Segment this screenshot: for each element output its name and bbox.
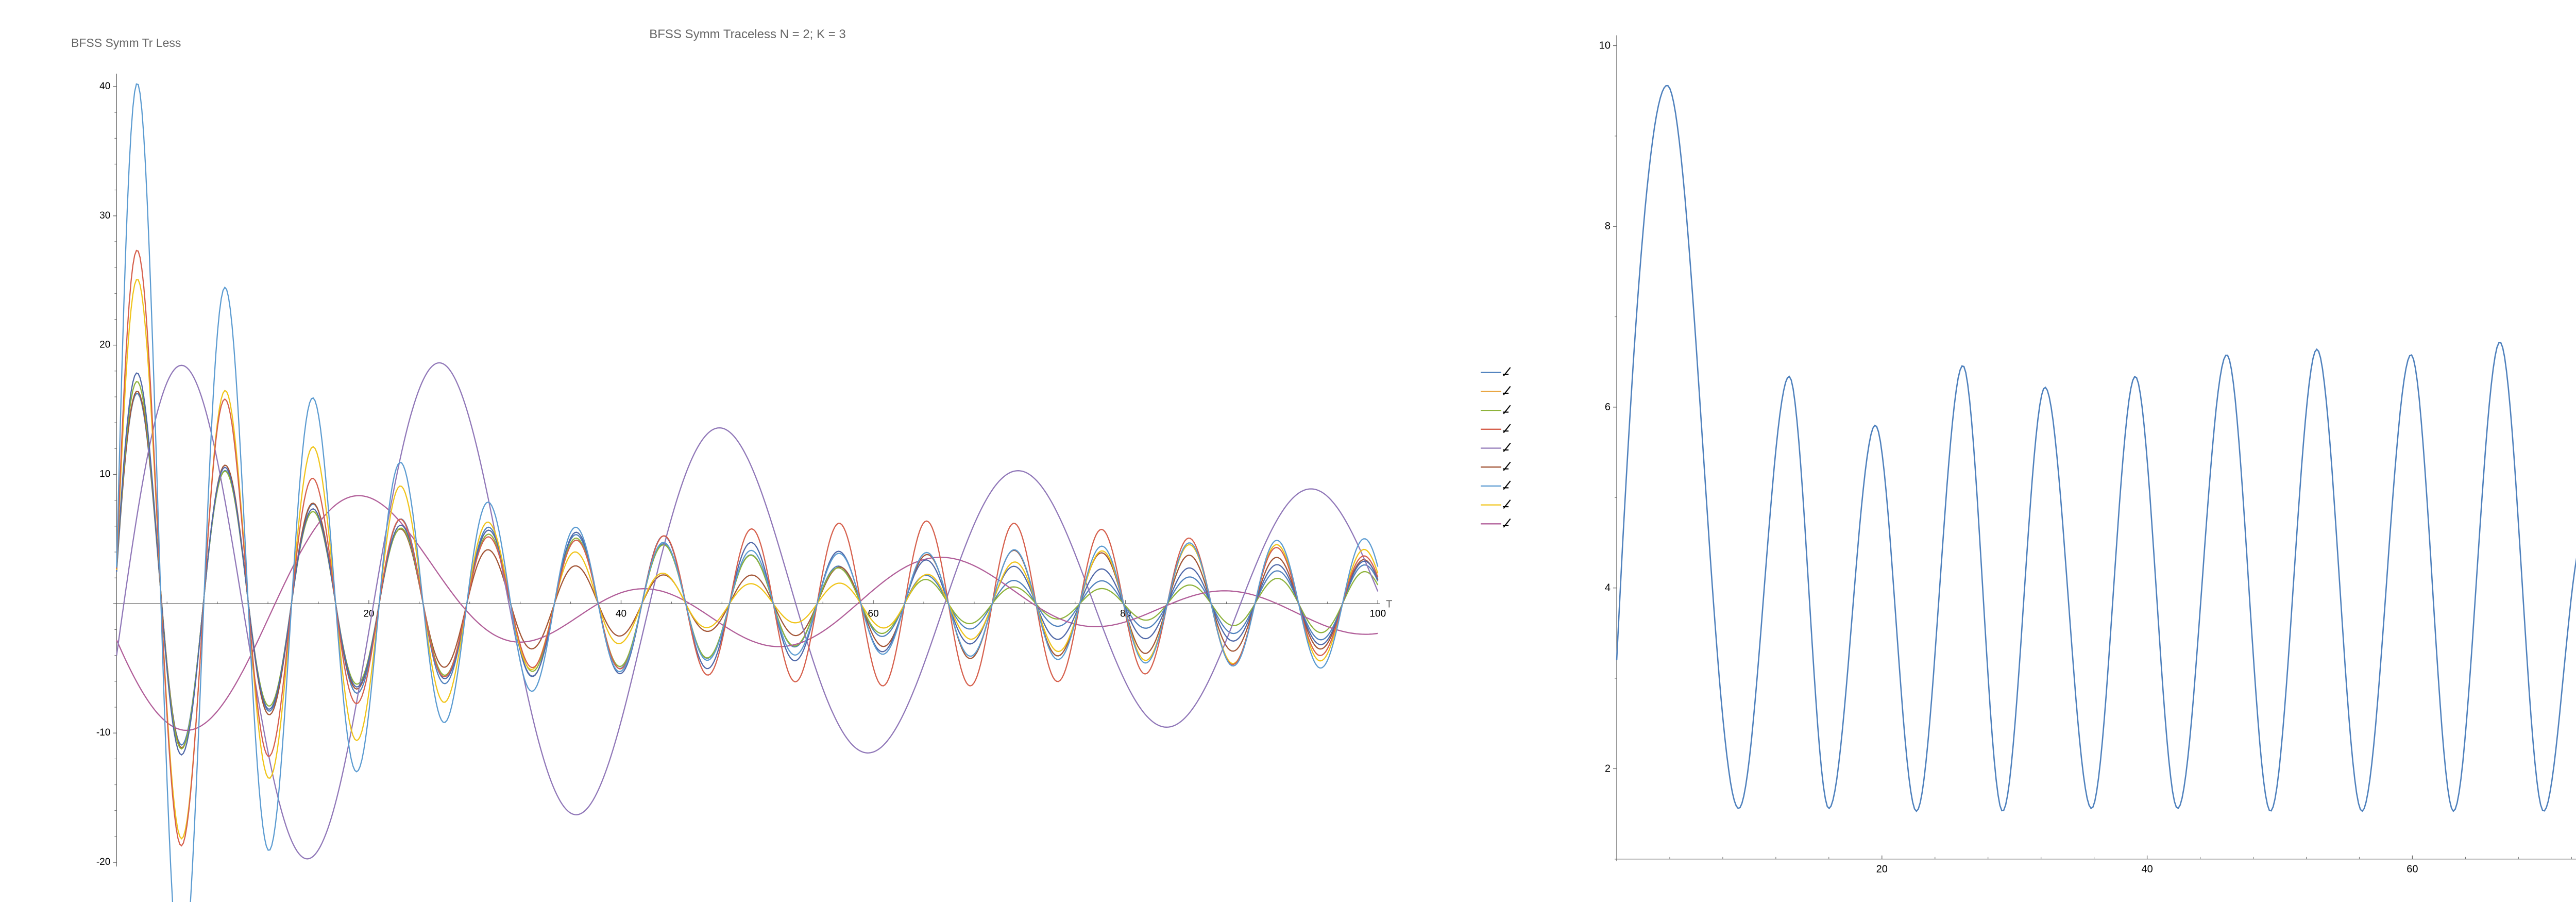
svg-text:40: 40 [99,81,110,92]
svg-text:30: 30 [99,210,110,221]
svg-text:10: 10 [1599,40,1611,52]
svg-text:100: 100 [1369,608,1386,619]
svg-text:6: 6 [1605,402,1611,413]
svg-text:4: 4 [1605,582,1611,594]
svg-text:60: 60 [2406,864,2418,875]
svg-text:BFSS Symm Traceless N = 2; K =: BFSS Symm Traceless N = 2; K = 3 [649,27,845,41]
svg-text:8: 8 [1605,221,1611,232]
svg-text:40: 40 [2141,864,2153,875]
svg-text:20: 20 [99,340,110,350]
svg-text:40: 40 [616,608,626,619]
svg-text:BFSS Symm Tr Less: BFSS Symm Tr Less [71,36,181,49]
svg-text:T: T [1386,598,1392,610]
svg-text:10: 10 [99,469,110,480]
svg-text:20: 20 [1876,864,1888,875]
svg-text:-10: -10 [96,727,110,738]
svg-text:2: 2 [1605,763,1611,774]
svg-text:-20: -20 [96,857,110,867]
